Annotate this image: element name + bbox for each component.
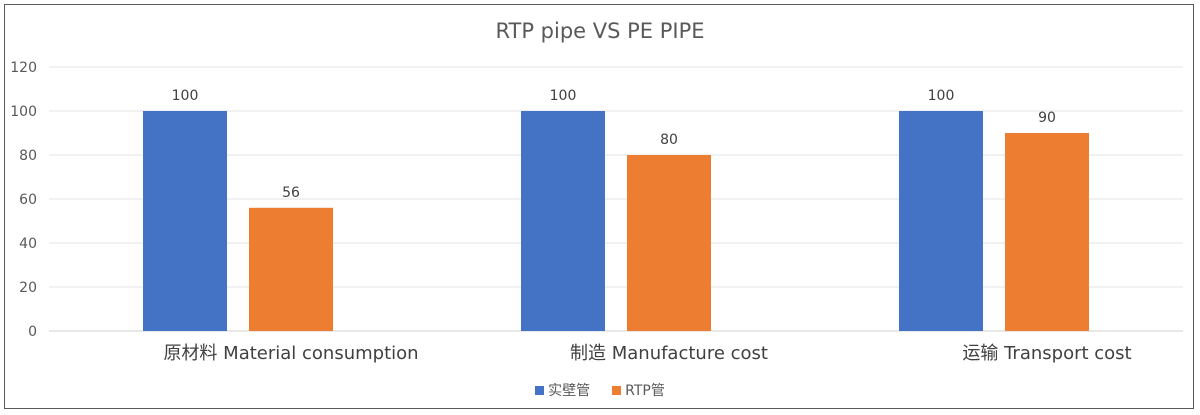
bar	[627, 155, 711, 331]
y-tick-label: 0	[28, 324, 37, 340]
bar	[143, 111, 227, 331]
bar	[899, 111, 983, 331]
legend-swatch-series-0	[535, 385, 545, 395]
y-tick-label: 40	[19, 236, 37, 252]
category-label: 运输 Transport cost	[962, 343, 1131, 364]
y-tick-label: 80	[19, 148, 37, 164]
data-label: 56	[282, 185, 300, 201]
bar	[249, 207, 333, 331]
legend-item-series-0: 实壁管	[535, 380, 590, 400]
legend: 实壁管 RTP管	[5, 380, 1195, 400]
chart-frame: RTP pipe VS PE PIPE 0 20 40 60 80 100 120 100 56…	[4, 4, 1194, 409]
legend-swatch-series-1	[612, 385, 622, 395]
legend-item-series-1: RTP管	[612, 380, 665, 400]
bar	[1005, 133, 1089, 331]
legend-label-series-0: 实壁管	[548, 383, 591, 399]
category-label: 原材料 Material consumption	[163, 343, 418, 364]
y-tick-label: 20	[19, 280, 37, 296]
y-tick-label: 120	[10, 60, 37, 76]
data-label: 100	[172, 88, 199, 104]
data-label: 90	[1038, 110, 1056, 126]
category-label: 制造 Manufacture cost	[570, 343, 768, 364]
legend-label-series-1: RTP管	[625, 383, 665, 399]
data-label: 80	[660, 132, 678, 148]
y-tick-label: 60	[19, 192, 37, 208]
data-label: 100	[550, 88, 577, 104]
y-tick-label: 100	[10, 104, 37, 120]
bar	[521, 111, 605, 331]
chart-title: RTP pipe VS PE PIPE	[495, 19, 705, 43]
bar-chart: 0 20 40 60 80 100 120 100 56 原材料 Material consump…	[10, 60, 1183, 364]
data-label: 100	[928, 88, 955, 104]
